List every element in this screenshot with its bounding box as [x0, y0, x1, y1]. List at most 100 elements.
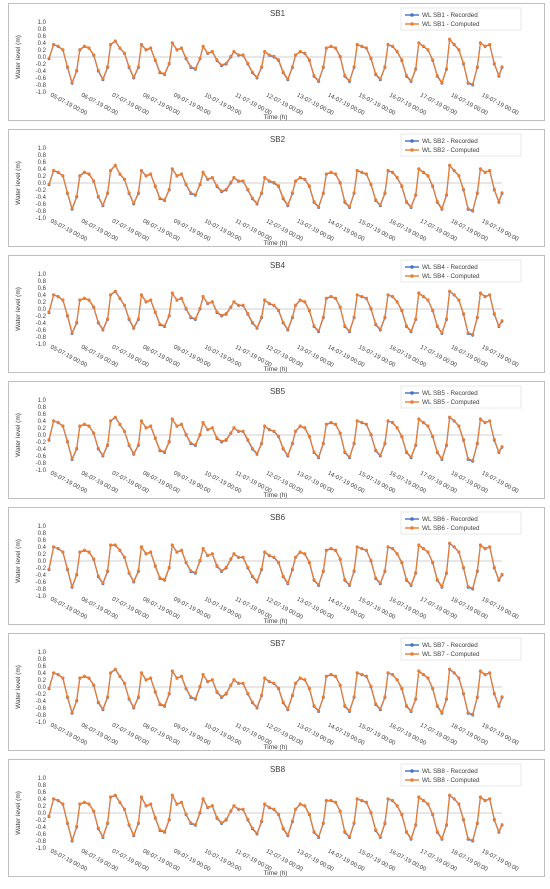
data-point: [317, 583, 321, 587]
data-point: [78, 174, 82, 178]
data-point: [409, 329, 413, 333]
data-point: [471, 333, 475, 336]
data-point: [193, 571, 197, 575]
data-point: [136, 695, 140, 699]
data-point: [96, 68, 100, 72]
data-point: [92, 179, 96, 183]
data-point: [241, 681, 245, 685]
data-point: [352, 695, 356, 699]
data-point: [414, 571, 418, 575]
data-point: [101, 453, 105, 457]
data-point: [383, 315, 387, 319]
data-point: [272, 555, 276, 559]
data-point: [61, 676, 65, 680]
data-point: [229, 683, 233, 687]
data-point: [414, 823, 418, 827]
data-point: [355, 797, 359, 801]
data-point: [343, 200, 347, 203]
data-point: [232, 678, 236, 682]
data-point: [220, 313, 224, 317]
legend-marker: [410, 139, 414, 143]
data-point: [312, 830, 316, 833]
data-point: [286, 203, 290, 207]
data-point: [462, 817, 465, 821]
data-point: [281, 826, 285, 830]
data-point: [136, 191, 140, 195]
data-point: [113, 289, 117, 293]
data-point: [106, 695, 110, 699]
data-point: [158, 448, 162, 452]
legend-marker: [410, 769, 414, 773]
chart-title: SB7: [270, 639, 286, 648]
data-point: [237, 555, 240, 559]
legend-marker: [410, 652, 414, 656]
data-point: [113, 415, 117, 419]
data-point: [426, 424, 430, 428]
data-point: [488, 419, 492, 423]
data-point: [206, 553, 210, 557]
data-point: [334, 548, 338, 552]
data-point: [153, 58, 157, 62]
data-point: [170, 793, 174, 797]
data-point: [445, 697, 448, 701]
data-point: [139, 419, 143, 423]
data-point: [260, 315, 264, 319]
data-point: [250, 574, 254, 578]
data-point: [189, 695, 193, 699]
data-point: [163, 198, 167, 202]
data-point: [136, 443, 140, 447]
data-point: [329, 798, 333, 802]
data-point: [500, 823, 504, 827]
data-point: [400, 686, 404, 690]
data-point: [448, 541, 452, 545]
data-point: [431, 434, 435, 438]
data-point: [109, 419, 113, 423]
data-point: [478, 795, 482, 799]
data-point: [338, 431, 342, 435]
data-point: [466, 331, 470, 335]
chart-svg: SB4 1.00.80.60.40.20.0-0.2-0.4-0.6-0.8-1.…: [15, 259, 522, 373]
legend-label: WL SB6 - Recorded: [422, 516, 478, 523]
data-point: [170, 41, 174, 45]
y-tick-label: 0.6: [38, 286, 47, 292]
data-point: [417, 167, 421, 171]
legend-marker: [410, 22, 414, 26]
data-point: [101, 77, 105, 81]
data-point: [163, 72, 167, 76]
data-point: [414, 317, 418, 321]
data-point: [317, 205, 321, 209]
data-point: [421, 546, 425, 550]
data-point: [448, 289, 452, 293]
data-point: [224, 438, 228, 441]
data-point: [374, 198, 378, 202]
y-tick-label: -0.8: [36, 587, 47, 593]
data-point: [286, 707, 290, 711]
data-point: [127, 65, 131, 69]
data-point: [255, 326, 259, 329]
data-point: [78, 676, 82, 680]
data-point: [224, 691, 228, 695]
data-point: [466, 81, 470, 84]
data-point: [158, 576, 162, 580]
chart-panel-sb1: SB1 1.0 0.8 0.6 0.4 0.2 0.0 -0.2 -0.4 -0.6 -0.8 -1.…: [8, 3, 545, 121]
data-point: [457, 48, 461, 52]
legend-label: WL SB6 - Computed: [422, 525, 480, 532]
data-point: [229, 431, 233, 435]
data-point: [400, 58, 404, 62]
data-point: [96, 574, 100, 578]
data-point: [492, 691, 496, 695]
chart-panel-sb8: SB8 1.0 0.8 0.6 0.4 0.2 0.0 -0.2 -0.4 -0.6 -0.8 -1.…: [8, 759, 545, 877]
y-tick-label: 1.0: [38, 146, 47, 152]
data-point: [106, 569, 110, 573]
data-point: [405, 200, 408, 203]
data-point: [421, 170, 425, 174]
legend: WL SB8 - Recorded WL SB8 - Computed: [400, 763, 522, 787]
data-point: [386, 419, 390, 423]
data-point: [475, 315, 479, 319]
data-point: [237, 681, 240, 685]
data-point: [334, 172, 338, 176]
data-point: [317, 835, 321, 839]
data-point: [355, 168, 359, 172]
data-point: [237, 303, 240, 307]
data-point: [369, 56, 373, 60]
